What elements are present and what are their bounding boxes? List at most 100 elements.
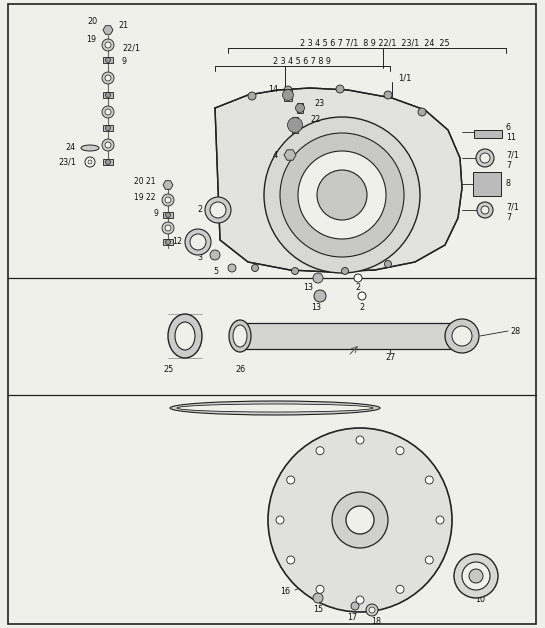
Circle shape [165, 225, 171, 231]
Circle shape [162, 194, 174, 206]
Circle shape [445, 319, 479, 353]
Text: 24: 24 [66, 144, 76, 153]
Text: 8: 8 [506, 180, 511, 188]
Ellipse shape [170, 401, 380, 415]
Circle shape [276, 516, 284, 524]
Circle shape [190, 234, 206, 250]
Circle shape [298, 151, 386, 239]
Circle shape [292, 268, 299, 274]
Text: 2: 2 [198, 205, 203, 215]
Circle shape [264, 117, 420, 273]
Text: 14: 14 [268, 85, 278, 94]
Circle shape [280, 133, 404, 257]
Circle shape [481, 206, 489, 214]
Text: 9: 9 [153, 208, 158, 217]
Circle shape [462, 562, 490, 590]
Circle shape [287, 476, 295, 484]
Text: 2 3 4 5 6 7 7/1  8 9 22/1  23/1  24  25: 2 3 4 5 6 7 7/1 8 9 22/1 23/1 24 25 [300, 38, 450, 48]
Circle shape [85, 157, 95, 167]
Circle shape [106, 160, 111, 165]
Circle shape [166, 239, 171, 244]
Bar [474, 130, 502, 138]
Text: 25: 25 [163, 365, 173, 374]
Circle shape [102, 106, 114, 118]
Text: 1/1: 1/1 [398, 73, 411, 82]
Bar [292, 117, 298, 133]
Circle shape [102, 139, 114, 151]
Circle shape [105, 42, 111, 48]
Text: 13: 13 [303, 283, 313, 293]
Text: 28: 28 [510, 327, 520, 335]
Circle shape [418, 108, 426, 116]
Bar [103, 125, 113, 131]
Text: 5: 5 [213, 268, 218, 276]
Circle shape [369, 607, 375, 613]
Text: 13: 13 [311, 303, 321, 313]
Bar [297, 103, 303, 113]
Circle shape [295, 104, 305, 112]
Circle shape [469, 569, 483, 583]
Circle shape [477, 202, 493, 218]
Polygon shape [103, 26, 113, 35]
Text: 12: 12 [172, 237, 182, 247]
Circle shape [336, 85, 344, 93]
Text: 15: 15 [313, 605, 323, 615]
Bar [163, 212, 173, 218]
Circle shape [356, 596, 364, 604]
Bar [103, 57, 113, 63]
Text: 7/1: 7/1 [506, 151, 519, 160]
Text: 26: 26 [235, 365, 245, 374]
Polygon shape [215, 88, 462, 272]
Circle shape [452, 326, 472, 346]
Circle shape [354, 274, 362, 282]
Circle shape [425, 476, 433, 484]
Bar [163, 239, 173, 245]
Polygon shape [163, 181, 173, 189]
Text: 7: 7 [506, 161, 511, 170]
Circle shape [210, 202, 226, 218]
Circle shape [185, 229, 211, 255]
Circle shape [316, 447, 324, 455]
Circle shape [396, 585, 404, 593]
Circle shape [366, 604, 378, 616]
Ellipse shape [81, 145, 99, 151]
Polygon shape [284, 150, 296, 160]
Circle shape [358, 292, 366, 300]
Circle shape [210, 250, 220, 260]
Circle shape [313, 273, 323, 283]
Text: 2 3 4 5 6 7 8 9: 2 3 4 5 6 7 8 9 [273, 57, 331, 65]
Circle shape [248, 92, 256, 100]
Text: 23/1: 23/1 [58, 158, 76, 166]
Circle shape [106, 92, 111, 97]
Circle shape [282, 90, 294, 100]
Circle shape [288, 117, 302, 133]
Circle shape [251, 264, 258, 271]
Text: 7: 7 [506, 212, 511, 222]
Text: 2: 2 [355, 283, 361, 293]
Text: 21: 21 [118, 21, 128, 30]
Circle shape [332, 492, 388, 548]
Circle shape [480, 153, 490, 163]
Text: 20 21: 20 21 [134, 178, 155, 187]
Text: 6: 6 [506, 124, 511, 133]
Text: 7/1: 7/1 [506, 202, 519, 212]
Circle shape [351, 602, 359, 610]
Circle shape [356, 436, 364, 444]
Circle shape [228, 264, 236, 272]
Text: 19 22: 19 22 [134, 193, 155, 202]
Circle shape [425, 556, 433, 564]
Text: 4: 4 [273, 151, 278, 160]
Circle shape [165, 197, 171, 203]
Circle shape [342, 268, 348, 274]
Circle shape [205, 197, 231, 223]
Circle shape [106, 126, 111, 131]
Text: 23: 23 [314, 99, 324, 109]
Text: 10: 10 [475, 595, 485, 605]
Text: 11: 11 [506, 134, 516, 143]
Text: 19: 19 [86, 36, 96, 45]
Text: 2: 2 [360, 303, 365, 313]
Circle shape [284, 86, 292, 94]
Text: 18: 18 [371, 617, 381, 625]
Circle shape [313, 593, 323, 603]
Circle shape [346, 506, 374, 534]
